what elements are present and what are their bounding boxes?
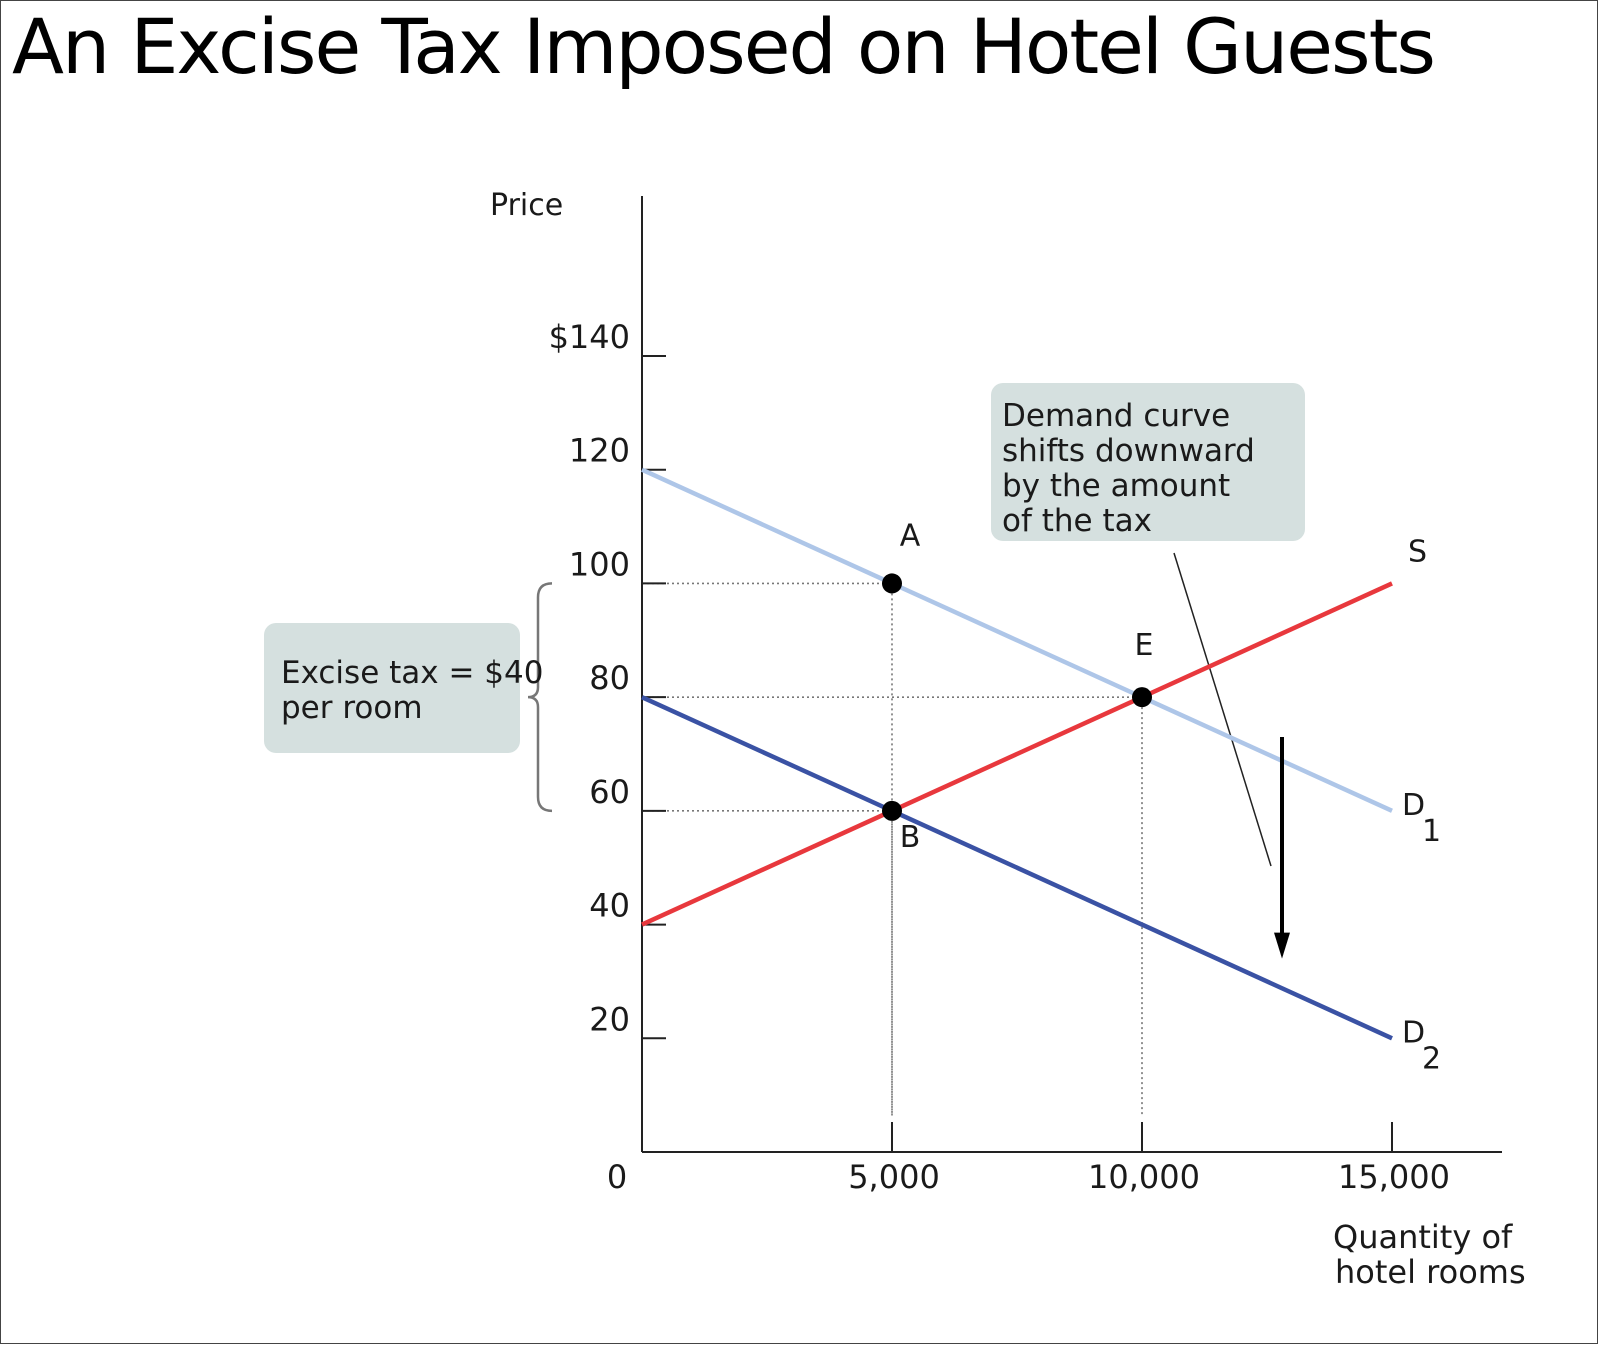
x-tick-label: 15,000 [1338, 1158, 1450, 1196]
shift-callout-line-2: shifts downward [1002, 433, 1255, 469]
curve-label-sub-d2: 2 [1422, 1041, 1441, 1076]
point-label-e: E [1135, 628, 1154, 663]
y-tick-label: 120 [569, 432, 630, 470]
y-tick-label: $140 [549, 318, 630, 356]
x-tick-label: 10,000 [1088, 1158, 1200, 1196]
curve-label-d1: D [1402, 788, 1425, 823]
point-e [1132, 687, 1152, 708]
shift-callout-line-4: of the tax [1002, 503, 1152, 539]
slide-title: An Excise Tax Imposed on Hotel Guests [12, 2, 1436, 91]
curve-label-s: S [1408, 534, 1427, 569]
y-tick-label: 60 [589, 773, 630, 811]
shift-callout-line-1: Demand curve [1002, 398, 1230, 434]
shift-arrow-head [1274, 932, 1290, 959]
curve-label-d2: D [1402, 1015, 1425, 1050]
x-tick-label: 5,000 [848, 1158, 940, 1196]
y-tick-label: 40 [589, 887, 630, 925]
x-axis-label-line-2: hotel rooms [1335, 1253, 1526, 1291]
curve-s [641, 581, 1393, 927]
curve-d2 [641, 695, 1393, 1041]
x-axis-label-line-1: Quantity of [1333, 1218, 1513, 1256]
point-b [882, 800, 902, 821]
tax-callout-line-2: per room [281, 690, 423, 726]
shift-callout-box [991, 383, 1305, 541]
shift-callout-line-3: by the amount [1002, 468, 1230, 504]
y-tick-label: 100 [569, 545, 630, 583]
tax-callout-line-1: Excise tax = $40 [281, 655, 543, 691]
point-label-b: B [900, 820, 921, 855]
y-axis-label: Price [490, 188, 563, 223]
point-label-a: A [900, 518, 921, 553]
y-tick-label: 80 [589, 659, 630, 697]
tax-callout-box [264, 623, 520, 753]
origin-label: 0 [607, 1158, 627, 1196]
point-a [882, 573, 902, 594]
y-tick-label: 20 [589, 1000, 630, 1038]
shift-callout-pointer [1173, 552, 1272, 867]
tax-brace [527, 582, 553, 813]
curve-d1 [641, 467, 1393, 813]
curve-label-sub-d1: 1 [1422, 814, 1441, 849]
